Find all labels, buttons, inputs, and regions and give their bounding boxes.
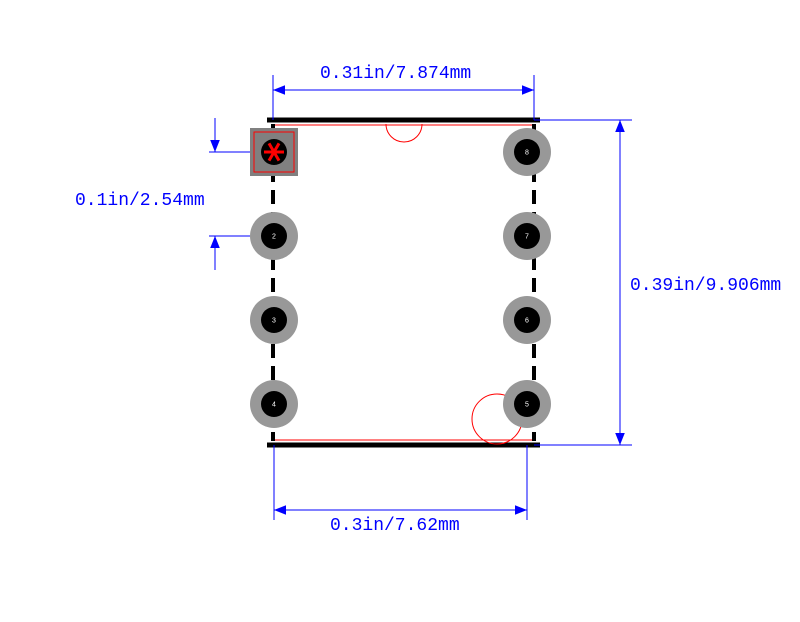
dim-label-top: 0.31in/7.874mm bbox=[320, 64, 471, 84]
dim-label-bottom: 0.3in/7.62mm bbox=[330, 516, 460, 536]
pin-8: 8 bbox=[503, 128, 551, 176]
pin-3: 3 bbox=[250, 296, 298, 344]
pin-number: 5 bbox=[525, 401, 529, 408]
notch-arc bbox=[386, 124, 422, 142]
pin-number: 2 bbox=[272, 233, 276, 240]
pin-7: 7 bbox=[503, 212, 551, 260]
pin-6: 6 bbox=[503, 296, 551, 344]
pin-4: 4 bbox=[250, 380, 298, 428]
dim-label-right: 0.39in/9.906mm bbox=[630, 276, 781, 296]
pin-number: 6 bbox=[525, 317, 529, 324]
pin-number: 3 bbox=[272, 317, 276, 324]
footprint-drawing: 2 3 4 5 6 7 8 0.31in/7.874mm 0.3in/7.62mm 0.39in/… bbox=[0, 0, 800, 622]
dim-label-left: 0.1in/2.54mm bbox=[75, 191, 205, 211]
pin-1 bbox=[261, 139, 287, 165]
pin-2: 2 bbox=[250, 212, 298, 260]
pin-number: 7 bbox=[525, 233, 529, 240]
pin-5: 5 bbox=[503, 380, 551, 428]
pin-number: 8 bbox=[525, 149, 529, 156]
pin-number: 4 bbox=[272, 401, 276, 408]
